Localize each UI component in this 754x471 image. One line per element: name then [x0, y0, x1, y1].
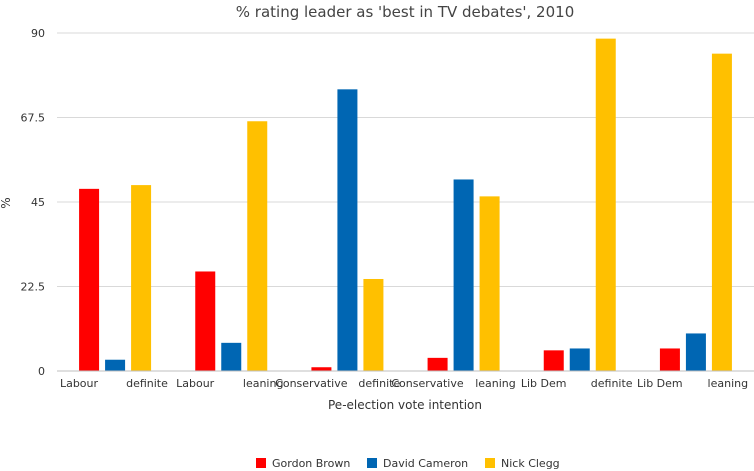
- x-category-sublabel: leaning: [475, 377, 516, 390]
- bar: [105, 359, 126, 371]
- bar: [221, 342, 242, 371]
- bar: [363, 278, 384, 371]
- y-tick-label: 90: [31, 27, 45, 40]
- legend: Gordon Brown David Cameron Nick Clegg: [256, 457, 560, 470]
- gridlines: [57, 32, 754, 287]
- y-tick-label: 22.5: [21, 281, 46, 294]
- bar: [427, 357, 448, 371]
- y-axis-ticks: 0 22.5 45 67.5 90: [21, 27, 46, 378]
- x-category-label: Conservative: [391, 377, 464, 390]
- y-axis-label: %: [0, 197, 13, 208]
- bar: [479, 196, 500, 371]
- y-tick-label: 45: [31, 196, 45, 209]
- bar: [595, 38, 616, 372]
- bar: [195, 271, 216, 371]
- y-tick-label: 0: [38, 365, 45, 378]
- bar: [711, 53, 732, 372]
- legend-swatch: [367, 458, 377, 468]
- legend-label: David Cameron: [383, 457, 468, 470]
- bars: [79, 38, 732, 372]
- x-category-sublabel: leaning: [708, 377, 749, 390]
- bar: [311, 367, 332, 371]
- bar: [543, 350, 564, 371]
- x-category-label: Conservative: [275, 377, 348, 390]
- bar: [659, 348, 680, 371]
- x-category-label: Labour: [176, 377, 215, 390]
- legend-swatch: [256, 458, 266, 468]
- bar: [247, 121, 268, 371]
- x-category-sublabel: definite: [358, 377, 400, 390]
- legend-label: Gordon Brown: [272, 457, 350, 470]
- chart-title: % rating leader as 'best in TV debates',…: [236, 3, 574, 21]
- bar: [685, 333, 706, 371]
- bar: [569, 348, 590, 371]
- bar: [79, 188, 100, 371]
- y-tick-label: 67.5: [21, 112, 46, 125]
- legend-swatch: [485, 458, 495, 468]
- x-category-sublabel: leaning: [243, 377, 284, 390]
- x-category-label: Lib Dem: [637, 377, 683, 390]
- bar: [131, 185, 152, 371]
- x-axis-label: Pe-election vote intention: [328, 398, 482, 412]
- bar: [453, 179, 474, 371]
- legend-label: Nick Clegg: [501, 457, 560, 470]
- x-category-sublabel: definite: [591, 377, 633, 390]
- x-category-sublabel: definite: [126, 377, 168, 390]
- x-category-label: Lib Dem: [521, 377, 567, 390]
- x-category-label: Labour: [60, 377, 99, 390]
- bar: [337, 89, 358, 371]
